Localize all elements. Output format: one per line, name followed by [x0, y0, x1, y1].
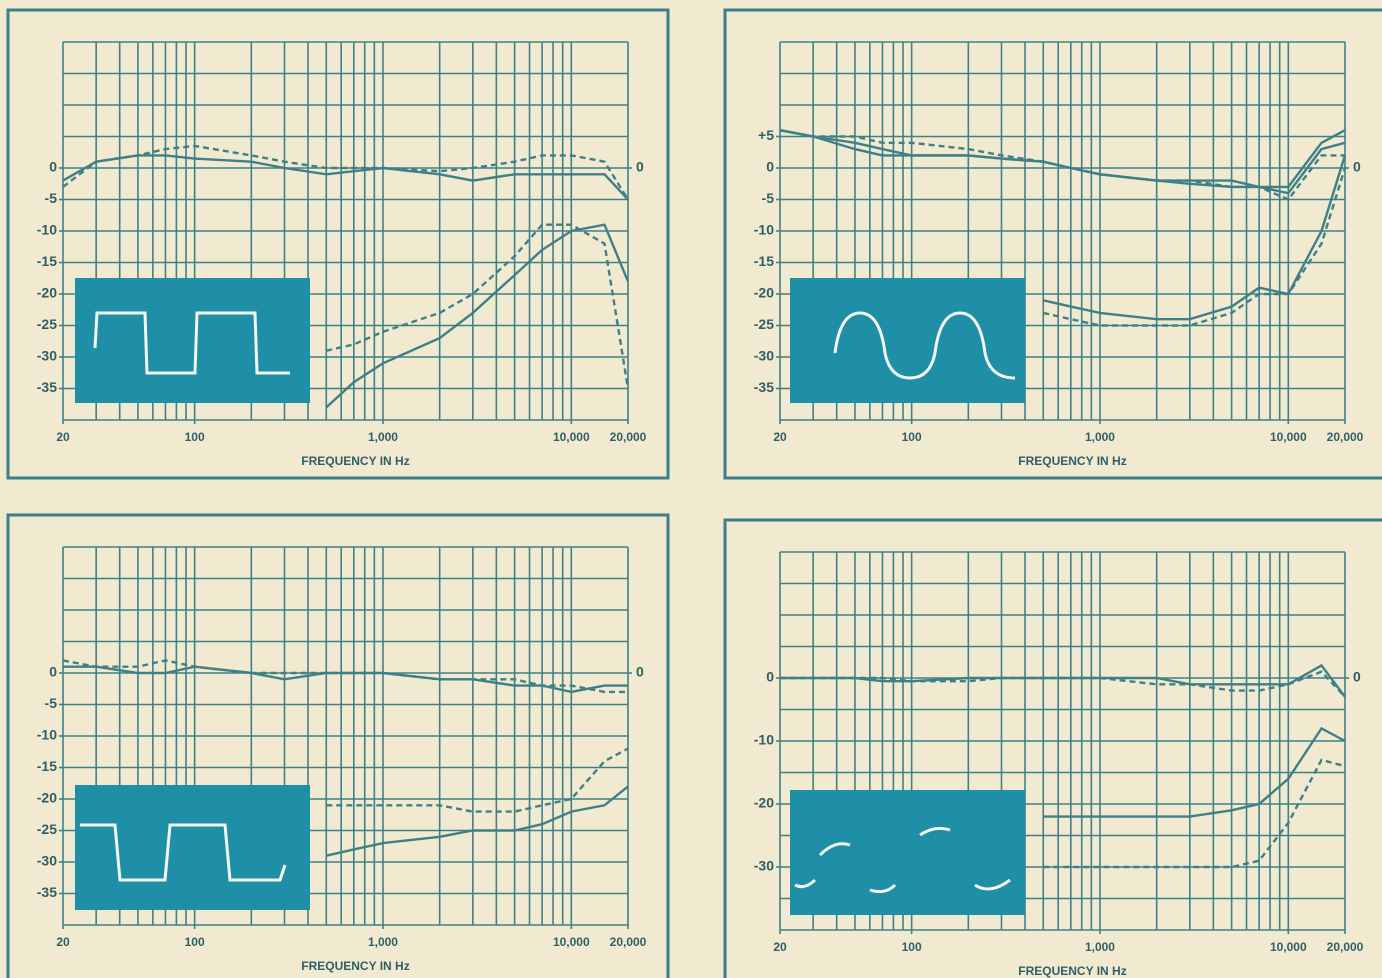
x-axis-title: FREQUENCY IN Hz [1018, 454, 1126, 468]
x-tick-label: 20 [56, 935, 70, 949]
panel-border [6, 8, 670, 480]
y-tick-label: -20 [37, 285, 57, 301]
x-tick-label: 20,000 [1327, 430, 1364, 444]
x-tick-label: 100 [185, 935, 205, 949]
y-tick-label: -25 [37, 316, 57, 332]
photo-waveform [833, 311, 1016, 380]
y-tick-label: -20 [754, 285, 774, 301]
y-tick-label: -25 [37, 821, 57, 837]
y-tick-label: -25 [754, 316, 774, 332]
y2-tick-label: 0 [1353, 669, 1361, 685]
response-line [62, 659, 628, 694]
x-tick-label: 10,000 [553, 935, 590, 949]
y-tick-label: -10 [754, 222, 774, 238]
x-tick-label: 20,000 [610, 430, 647, 444]
x-tick-label: 100 [185, 430, 205, 444]
response-line [62, 144, 630, 201]
y-tick-label: -5 [45, 695, 58, 711]
x-tick-label: 20,000 [610, 935, 647, 949]
y-tick-label: -10 [754, 732, 774, 748]
response-line [325, 223, 630, 409]
y-tick-label: 0 [766, 159, 774, 175]
x-tick-label: 1,000 [1085, 940, 1115, 954]
response-line [62, 154, 629, 201]
x-tick-label: 10,000 [1270, 430, 1307, 444]
y-tick-label: -5 [762, 190, 775, 206]
photo-waveform [794, 826, 1011, 894]
photo-background [790, 790, 1025, 915]
y-tick-label: -30 [754, 858, 774, 874]
response-line [63, 665, 628, 694]
y-tick-label: -35 [37, 379, 57, 395]
chart-panel: 0 -5 -10 -15 -20 -25 -30 -35 0 20 100 1,000 10,000 20… [6, 8, 670, 480]
chart-panel: 0 -10 -20 -30 0 20 100 1,000 10,000 20,000 FREQUEN… [723, 518, 1382, 978]
x-tick-label: 1,000 [368, 430, 398, 444]
panel-border [723, 8, 1382, 480]
x-tick-label: 100 [902, 430, 922, 444]
response-line [326, 747, 629, 813]
response-line [326, 785, 629, 857]
chart-panel: 0 -5 -10 -15 -20 -25 -30 -35 0 20 100 1,000 10,000 20… [6, 513, 670, 978]
y2-tick-label: 0 [1353, 159, 1361, 175]
y-tick-label: -10 [37, 727, 57, 743]
y-tick-label: -20 [37, 790, 57, 806]
x-tick-label: 20 [773, 940, 787, 954]
y-tick-label: -20 [754, 795, 774, 811]
photo-background [75, 278, 310, 403]
panel-border [6, 513, 670, 978]
square-wave-photo [790, 790, 1025, 915]
x-axis-title: FREQUENCY IN Hz [1018, 964, 1126, 978]
response-line [1043, 167, 1347, 327]
y-tick-label: -15 [37, 253, 57, 269]
y-tick-label: 0 [766, 669, 774, 685]
y2-tick-label: 0 [636, 159, 644, 175]
response-line [1043, 155, 1347, 321]
y-tick-label: -5 [45, 190, 58, 206]
y-tick-label: -15 [37, 758, 57, 774]
square-wave-photo [75, 785, 310, 910]
photo-waveform [80, 823, 287, 882]
response-line [1043, 758, 1346, 869]
y-tick-label: -30 [37, 348, 57, 364]
response-line [779, 129, 1345, 201]
y-tick-label: 0 [49, 159, 57, 175]
x-axis-title: FREQUENCY IN Hz [301, 454, 409, 468]
y-tick-label: -35 [754, 379, 774, 395]
x-tick-label: 1,000 [368, 935, 398, 949]
photo-waveform [93, 311, 290, 375]
x-tick-label: 10,000 [1270, 940, 1307, 954]
response-line [1043, 726, 1346, 818]
y-tick-label: -10 [37, 222, 57, 238]
y-tick-label: +5 [758, 127, 774, 143]
y-tick-label: -15 [754, 253, 774, 269]
square-wave-photo [75, 278, 310, 403]
panel-border [723, 518, 1382, 978]
x-tick-label: 1,000 [1085, 430, 1115, 444]
x-tick-label: 20,000 [1327, 940, 1364, 954]
x-tick-label: 100 [902, 940, 922, 954]
y-tick-label: -30 [37, 853, 57, 869]
y-tick-label: 0 [49, 664, 57, 680]
chart-panel: +5 0 -5 -10 -15 -20 -25 -30 -35 0 20 100 1,000 10,000… [723, 8, 1382, 480]
y-tick-label: -35 [37, 884, 57, 900]
x-tick-label: 20 [56, 430, 70, 444]
y2-tick-label: 0 [636, 664, 644, 680]
response-line [780, 670, 1346, 698]
x-tick-label: 20 [773, 430, 787, 444]
square-wave-photo [790, 278, 1025, 403]
y-tick-label: -30 [754, 348, 774, 364]
photo-background [75, 785, 310, 910]
x-tick-label: 10,000 [553, 430, 590, 444]
x-axis-title: FREQUENCY IN Hz [301, 959, 409, 973]
photo-background [790, 278, 1025, 403]
response-line [780, 663, 1346, 698]
response-line [326, 223, 630, 389]
